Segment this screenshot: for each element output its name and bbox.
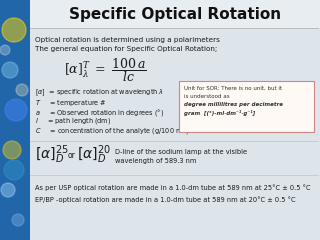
Text: $[\alpha]^{T}_{\lambda}\ =\ \dfrac{100\,a}{lc}$: $[\alpha]^{T}_{\lambda}\ =\ \dfrac{100\,…: [64, 56, 147, 84]
Text: or: or: [68, 150, 76, 160]
Text: Optical rotation is determined using a polarimeters: Optical rotation is determined using a p…: [35, 37, 220, 43]
Text: $[\alpha]^{20}_{D}$: $[\alpha]^{20}_{D}$: [77, 144, 111, 166]
Circle shape: [5, 99, 27, 121]
Circle shape: [12, 214, 24, 226]
Circle shape: [0, 45, 10, 55]
Text: [$\alpha$]  = specific rotation at wavelength $\lambda$: [$\alpha$] = specific rotation at wavele…: [35, 88, 164, 98]
Circle shape: [16, 84, 28, 96]
Text: degree millilitres per decimetre: degree millilitres per decimetre: [184, 102, 283, 107]
Circle shape: [3, 141, 21, 159]
Text: EP/BP -optical rotation are made in a 1.0-dm tube at 589 nm at 20°C ± 0.5 °C: EP/BP -optical rotation are made in a 1.…: [35, 196, 296, 203]
Bar: [30, 28, 320, 240]
Text: D-line of the sodium lamp at the visible: D-line of the sodium lamp at the visible: [115, 149, 247, 155]
Text: $C$     = concentration of the analyte (g/100 mL): $C$ = concentration of the analyte (g/10…: [35, 126, 189, 136]
Text: is understood as: is understood as: [184, 94, 230, 99]
Text: $a$     = Observed rotation in degrees ($\degree$): $a$ = Observed rotation in degrees ($\de…: [35, 107, 164, 118]
Text: gram  [(°)-ml·dm⁻¹·g⁻¹]: gram [(°)-ml·dm⁻¹·g⁻¹]: [184, 110, 255, 116]
Text: The general equation for Specific Optical Rotation;: The general equation for Specific Optica…: [35, 46, 217, 52]
Text: $T$     = temperature #: $T$ = temperature #: [35, 97, 107, 108]
Circle shape: [4, 160, 24, 180]
Text: Specific Optical Rotation: Specific Optical Rotation: [69, 6, 281, 22]
Bar: [0, 0, 30, 240]
Text: $l$     = path length (dm): $l$ = path length (dm): [35, 116, 111, 126]
Text: As per USP optical rotation are made in a 1.0-dm tube at 589 nm at 25°C ± 0.5 °C: As per USP optical rotation are made in …: [35, 184, 311, 191]
Circle shape: [2, 18, 26, 42]
Text: Unit for SOR: There is no unit, but it: Unit for SOR: There is no unit, but it: [184, 86, 282, 91]
Text: $[\alpha]^{25}_{D}$: $[\alpha]^{25}_{D}$: [35, 144, 69, 166]
Text: wavelength of 589.3 nm: wavelength of 589.3 nm: [115, 158, 196, 164]
Circle shape: [1, 183, 15, 197]
FancyBboxPatch shape: [179, 80, 314, 132]
Bar: [30, 0, 320, 28]
Circle shape: [2, 62, 18, 78]
